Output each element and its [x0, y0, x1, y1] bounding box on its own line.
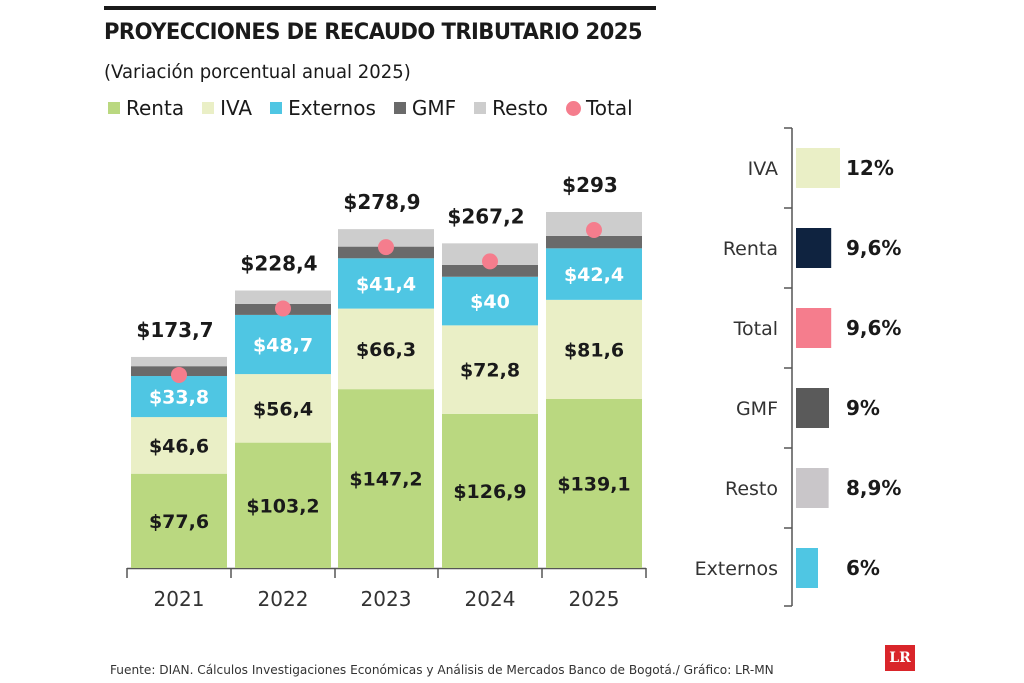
data-label-iva-2021: $46,6 [149, 435, 209, 457]
total-label-2022: $228,4 [240, 251, 317, 275]
data-label-renta-2024: $126,9 [453, 481, 526, 503]
growth-bar-renta [796, 228, 832, 268]
legend: Renta IVA Externos GMF Resto Total [108, 94, 651, 122]
legend-swatch [474, 102, 487, 114]
legend-label: IVA [220, 96, 253, 120]
bar-segment-renta-2021 [131, 473, 227, 568]
growth-category-renta: Renta [723, 238, 778, 260]
bar-segment-gmf-2025 [546, 235, 642, 249]
legend-swatch [393, 102, 406, 114]
bar-segment-externos-2025 [546, 248, 642, 300]
legend-item-iva: IVA [202, 96, 252, 120]
bar-segment-iva-2023 [338, 308, 434, 390]
total-dot-2025 [586, 222, 602, 238]
growth-label-resto: 8,9% [846, 476, 901, 500]
bar-segment-renta-2023 [338, 389, 434, 568]
bar-segment-externos-2022 [235, 314, 331, 375]
bar-segment-iva-2021 [131, 417, 227, 474]
legend-item-resto: Resto [474, 96, 548, 120]
bar-segment-iva-2022 [235, 374, 331, 443]
data-label-iva-2023: $66,3 [356, 339, 416, 361]
legend-swatch [202, 102, 215, 114]
growth-label-gmf: 9% [846, 396, 880, 420]
bar-segment-renta-2025 [546, 398, 642, 568]
legend-swatch [108, 102, 120, 114]
legend-item-total: Total [565, 96, 633, 120]
growth-bar-total [796, 308, 832, 348]
legend-item-gmf: GMF [393, 96, 457, 120]
growth-category-resto: Resto [725, 478, 778, 500]
bar-segment-resto-2023 [338, 229, 434, 247]
title-rule [104, 6, 656, 10]
bar-segment-externos-2023 [338, 258, 434, 309]
total-dot-2024 [482, 253, 498, 270]
data-label-externos-2022: $48,7 [253, 334, 313, 356]
growth-category-iva: IVA [748, 158, 778, 180]
legend-item-externos: Externos [270, 96, 376, 120]
data-label-externos-2021: $33,8 [149, 387, 209, 409]
total-dot-2023 [378, 239, 394, 256]
bar-segment-renta-2024 [442, 413, 538, 568]
data-label-renta-2023: $147,2 [349, 469, 422, 491]
total-label-2023: $278,9 [343, 190, 420, 214]
growth-bar-gmf [796, 388, 829, 428]
bar-segment-gmf-2024 [442, 264, 538, 277]
data-label-externos-2023: $41,4 [356, 273, 416, 295]
growth-bar-iva [796, 148, 840, 188]
growth-label-renta: 9,6% [846, 236, 901, 260]
data-label-iva-2024: $72,8 [460, 360, 520, 382]
data-label-externos-2024: $40 [470, 291, 510, 313]
growth-label-total: 9,6% [846, 316, 901, 340]
legend-label: GMF [411, 96, 457, 120]
legend-label: Total [585, 96, 633, 120]
growth-bar-externos [796, 548, 818, 588]
data-label-externos-2025: $42,4 [564, 264, 624, 286]
total-label-2024: $267,2 [447, 204, 524, 228]
bar-segment-iva-2025 [546, 299, 642, 399]
growth-bar-resto [796, 468, 829, 508]
legend-swatch [270, 102, 283, 114]
source-note: Fuente: DIAN. Cálculos Investigaciones E… [110, 662, 774, 677]
data-label-renta-2025: $139,1 [557, 473, 630, 495]
bar-segment-resto-2021 [131, 356, 227, 367]
data-label-iva-2022: $56,4 [253, 398, 313, 420]
growth-label-externos: 6% [846, 556, 880, 580]
bar-segment-resto-2022 [235, 290, 331, 304]
growth-label-iva: 12% [846, 156, 894, 180]
x-tick-label-2023: 2023 [361, 587, 412, 611]
growth-category-externos: Externos [695, 558, 778, 580]
bar-segment-iva-2024 [442, 325, 538, 414]
x-tick-label-2021: 2021 [154, 587, 205, 611]
data-label-renta-2022: $103,2 [246, 495, 319, 517]
growth-category-total: Total [733, 318, 778, 340]
legend-label: Externos [288, 96, 376, 120]
total-dot-2022 [275, 300, 291, 317]
total-dot-2021 [171, 366, 187, 383]
legend-swatch [565, 100, 581, 116]
lr-logo: LR [885, 645, 915, 671]
data-label-iva-2025: $81,6 [564, 339, 624, 361]
legend-label: Renta [126, 96, 185, 120]
x-tick-label-2024: 2024 [465, 587, 516, 611]
legend-item-renta: Renta [108, 96, 184, 120]
growth-category-gmf: GMF [736, 398, 778, 420]
chart-subtitle: (Variación porcentual anual 2025) [104, 61, 411, 83]
legend-label: Resto [492, 96, 548, 120]
data-label-renta-2021: $77,6 [149, 511, 209, 533]
chart-title: PROYECCIONES DE RECAUDO TRIBUTARIO 2025 [104, 20, 643, 45]
bar-segment-renta-2022 [235, 442, 331, 568]
total-label-2021: $173,7 [136, 318, 213, 342]
x-tick-label-2025: 2025 [569, 587, 620, 611]
x-tick-label-2022: 2022 [258, 587, 309, 611]
total-label-2025: $293 [562, 173, 618, 197]
bar-segment-externos-2024 [442, 276, 538, 326]
